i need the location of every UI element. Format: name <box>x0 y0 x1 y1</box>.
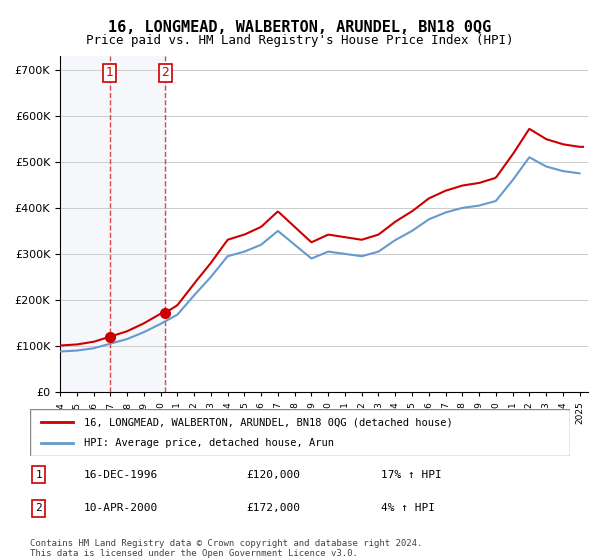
Text: 2: 2 <box>35 503 42 513</box>
Text: 16, LONGMEAD, WALBERTON, ARUNDEL, BN18 0QG (detached house): 16, LONGMEAD, WALBERTON, ARUNDEL, BN18 0… <box>84 417 453 427</box>
Text: 1: 1 <box>35 470 42 479</box>
Text: 10-APR-2000: 10-APR-2000 <box>84 503 158 513</box>
Text: 2: 2 <box>161 66 169 79</box>
Text: £172,000: £172,000 <box>246 503 300 513</box>
Text: Contains HM Land Registry data © Crown copyright and database right 2024.
This d: Contains HM Land Registry data © Crown c… <box>30 539 422 558</box>
Text: 16, LONGMEAD, WALBERTON, ARUNDEL, BN18 0QG: 16, LONGMEAD, WALBERTON, ARUNDEL, BN18 0… <box>109 20 491 35</box>
Text: 1: 1 <box>106 66 113 79</box>
Text: 4% ↑ HPI: 4% ↑ HPI <box>381 503 435 513</box>
Text: Price paid vs. HM Land Registry's House Price Index (HPI): Price paid vs. HM Land Registry's House … <box>86 34 514 46</box>
Text: 17% ↑ HPI: 17% ↑ HPI <box>381 470 442 479</box>
Text: HPI: Average price, detached house, Arun: HPI: Average price, detached house, Arun <box>84 438 334 448</box>
FancyBboxPatch shape <box>30 409 570 456</box>
Text: 16-DEC-1996: 16-DEC-1996 <box>84 470 158 479</box>
Text: £120,000: £120,000 <box>246 470 300 479</box>
